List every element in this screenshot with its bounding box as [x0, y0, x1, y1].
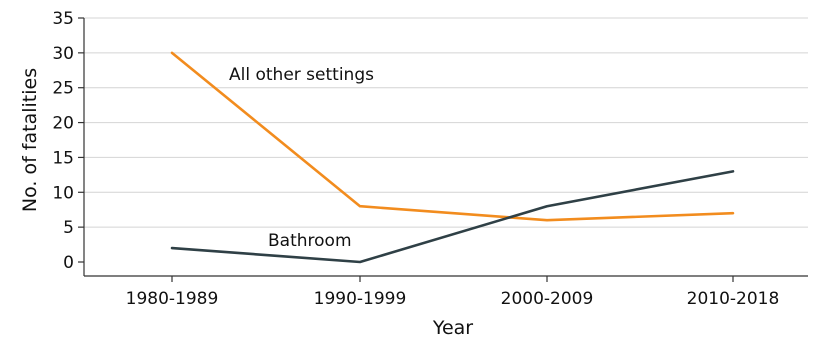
y-axis-title: No. of fatalities	[19, 68, 41, 212]
y-tick-label-30: 30	[52, 44, 74, 64]
x-tick-labels: 1980-1989 1990-1999 2000-2009 2010-2018	[126, 289, 780, 309]
series-line-all-other-settings	[170, 51, 735, 222]
y-tick-label-15: 15	[52, 148, 74, 168]
axes	[78, 17, 808, 282]
y-tick-label-35: 35	[52, 9, 74, 29]
series-label-all-other-settings: All other settings	[229, 65, 374, 85]
series-label-bathroom: Bathroom	[268, 231, 352, 251]
y-tick-label-10: 10	[52, 183, 74, 203]
y-tick-labels: 0 5 10 15 20 25 30 35	[52, 9, 74, 273]
y-tick-label-20: 20	[52, 114, 74, 134]
x-tick-label-1990-1999: 1990-1999	[314, 289, 407, 309]
y-tick-label-0: 0	[63, 253, 74, 273]
series-line-bathroom	[170, 170, 735, 264]
x-tick-label-2000-2009: 2000-2009	[501, 289, 594, 309]
y-tick-label-25: 25	[52, 79, 74, 99]
gridlines	[84, 17, 808, 228]
series-lines	[170, 51, 735, 264]
y-tick-label-5: 5	[63, 218, 74, 238]
x-tick-label-1980-1989: 1980-1989	[126, 289, 219, 309]
x-tick-label-2010-2018: 2010-2018	[687, 289, 780, 309]
x-axis-title: Year	[432, 317, 473, 339]
